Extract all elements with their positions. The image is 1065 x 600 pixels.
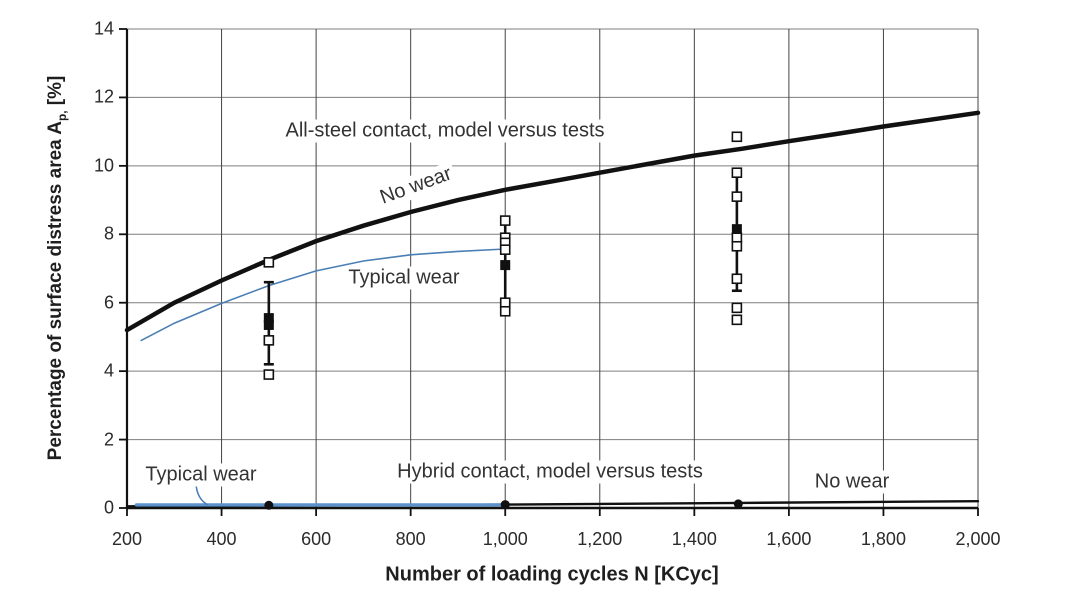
test-point-open-square — [499, 297, 511, 309]
test-point-filled-square — [263, 319, 274, 330]
test-point-open-square — [263, 369, 275, 380]
test-point-open-square — [499, 215, 511, 226]
test-point-open-square — [731, 314, 743, 326]
curve-all-steel-typical-wear-model — [140, 248, 506, 342]
x-axis-title-text: Number of loading cycles N [KCyc] — [385, 563, 719, 586]
test-point-open-square — [263, 335, 275, 346]
test-point-open-square — [731, 240, 743, 252]
test-point-open-square — [731, 273, 743, 285]
test-point-filled-circle — [733, 499, 743, 509]
test-point-open-square — [731, 131, 743, 143]
test-point-filled-square — [731, 224, 742, 235]
test-point-open-square — [731, 191, 743, 202]
test-point-open-square — [499, 244, 511, 255]
leader-line-typical-wear-hybrid — [195, 483, 209, 506]
test-point-open-square — [731, 232, 743, 244]
test-point-open-square — [731, 302, 743, 314]
y-axis-title: Percentage of surface distress area Ap, … — [45, 75, 69, 461]
test-point-open-square — [731, 167, 743, 178]
test-point-open-square — [499, 305, 511, 317]
test-point-open-square — [263, 257, 275, 268]
x-axis-title: Number of loading cycles N [KCyc] — [385, 564, 718, 587]
test-point-filled-square — [500, 260, 511, 271]
curve-all-steel-no-wear-model — [124, 110, 981, 333]
